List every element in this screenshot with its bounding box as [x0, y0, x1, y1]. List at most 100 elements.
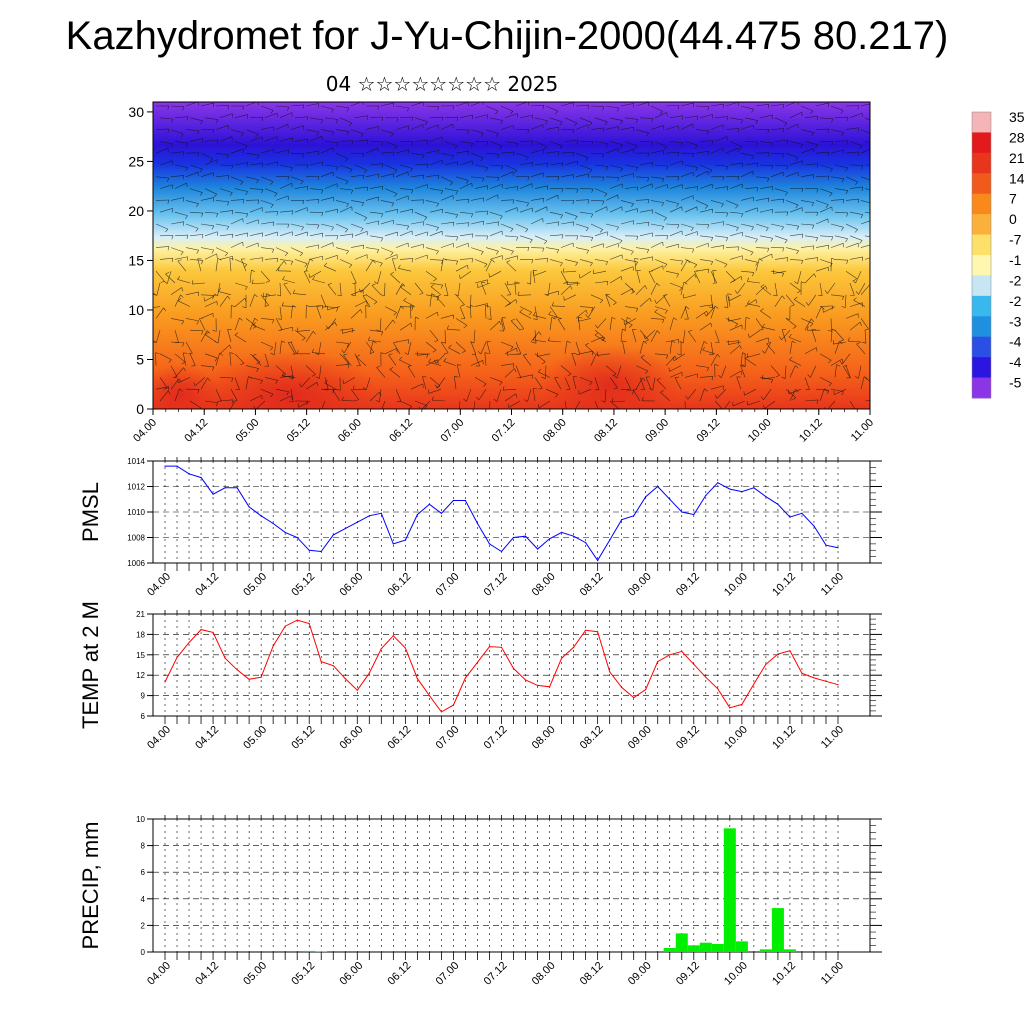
wind-barb: [510, 320, 521, 331]
x-tick-label: 06.12: [386, 960, 414, 988]
wind-barb: [729, 255, 743, 260]
wind-barb: [279, 282, 282, 296]
wind-barb: [834, 259, 848, 261]
wind-barb: [170, 378, 180, 390]
wind-barb-flag: [163, 307, 167, 312]
wind-barb-flag: [506, 260, 511, 263]
wind-barb: [455, 242, 469, 248]
wind-barb-flag: [644, 370, 649, 374]
wind-barb-flag: [351, 233, 354, 238]
wind-barb: [650, 150, 664, 154]
wind-barb-flag: [728, 296, 730, 301]
wind-barb: [534, 162, 548, 166]
wind-barb-flag: [317, 103, 320, 108]
wind-barb: [200, 330, 208, 343]
wind-barb-flag: [345, 181, 349, 185]
wind-barb: [453, 376, 457, 390]
wind-barb: [293, 293, 307, 296]
wind-barb: [785, 152, 799, 159]
wind-barb: [650, 330, 658, 343]
wind-barb: [275, 365, 286, 375]
wind-barb-flag: [532, 336, 536, 340]
data-point: [392, 635, 394, 637]
wind-barb: [680, 123, 693, 130]
wind-barb: [260, 270, 270, 282]
wind-barb-flag: [750, 252, 754, 256]
data-point: [705, 494, 707, 497]
x-tick-label: 05.12: [289, 960, 317, 988]
wind-barb: [332, 390, 341, 402]
wind-barb: [174, 182, 187, 189]
wind-barb: [189, 117, 203, 122]
wind-barb-flag: [651, 162, 654, 167]
wind-barb-flag: [352, 385, 355, 390]
wind-barb: [714, 259, 728, 265]
wind-barb-flag: [155, 352, 160, 355]
wind-barb-flag: [786, 165, 789, 170]
wind-barb-flag: [707, 151, 710, 156]
wind-barb-flag: [296, 349, 299, 354]
wind-barb: [350, 223, 364, 229]
wind-barb-flag: [509, 111, 514, 115]
wind-barb: [379, 389, 382, 403]
wind-barb: [455, 198, 469, 201]
wind-barb: [579, 270, 592, 279]
wind-barb: [204, 301, 218, 307]
wind-barb-flag: [743, 391, 745, 396]
wind-barb: [564, 281, 578, 284]
wind-barb-flag: [801, 260, 804, 265]
panel-frame: [152, 818, 871, 953]
wind-barb: [290, 125, 304, 130]
wind-barb: [819, 377, 832, 384]
wind-barb-flag: [696, 186, 699, 191]
wind-barb-flag: [440, 190, 444, 195]
wind-barb: [185, 247, 199, 251]
wind-barb-flag: [336, 142, 339, 147]
wind-barb: [773, 270, 787, 274]
wind-barb: [339, 117, 353, 124]
wind-barb: [639, 256, 653, 260]
x-tick-label: 10.12: [770, 724, 798, 752]
wind-barb-flag: [443, 357, 447, 362]
wind-barb: [455, 318, 468, 326]
wind-barb-flag: [452, 222, 455, 227]
wind-barb: [579, 377, 593, 383]
wind-barb-flag: [861, 165, 864, 170]
x-tick-label: 09.12: [674, 960, 702, 988]
wind-barb-flag: [493, 398, 498, 402]
wind-barb-flag: [876, 191, 878, 194]
wind-barb: [804, 115, 818, 119]
wind-barb-flag: [269, 347, 274, 351]
wind-barb: [624, 306, 638, 309]
wind-barb: [335, 247, 349, 252]
wind-barb-flag: [585, 314, 589, 318]
wind-barb: [620, 149, 634, 154]
wind-barb: [834, 388, 847, 395]
wind-barb-flag: [647, 222, 650, 227]
x-tick-label: 07.00: [434, 724, 462, 752]
wind-barb: [639, 141, 654, 143]
wind-barb: [410, 221, 424, 225]
wind-barb: [489, 117, 503, 121]
wind-barb: [725, 223, 739, 228]
wind-barb: [283, 283, 292, 295]
wind-barb-flag: [182, 106, 185, 111]
wind-barb-flag: [481, 178, 485, 182]
wind-barb: [174, 256, 188, 260]
wind-barb-flag: [771, 165, 774, 170]
wind-barb-flag: [346, 250, 349, 255]
wind-barb-flag: [628, 324, 633, 328]
wind-barb: [564, 211, 578, 217]
wind-barb-flag: [755, 299, 758, 304]
wind-barb: [744, 299, 757, 307]
wind-barb-flag: [533, 387, 538, 390]
wind-barb-flag: [784, 239, 788, 244]
data-point: [500, 550, 503, 553]
wind-barb: [860, 103, 870, 107]
precip-bar: [711, 944, 724, 952]
wind-barb-flag: [291, 375, 294, 380]
wind-barb: [215, 353, 220, 366]
wind-barb: [549, 141, 563, 147]
wind-barb-flag: [687, 259, 691, 264]
wind-barb: [470, 360, 483, 366]
